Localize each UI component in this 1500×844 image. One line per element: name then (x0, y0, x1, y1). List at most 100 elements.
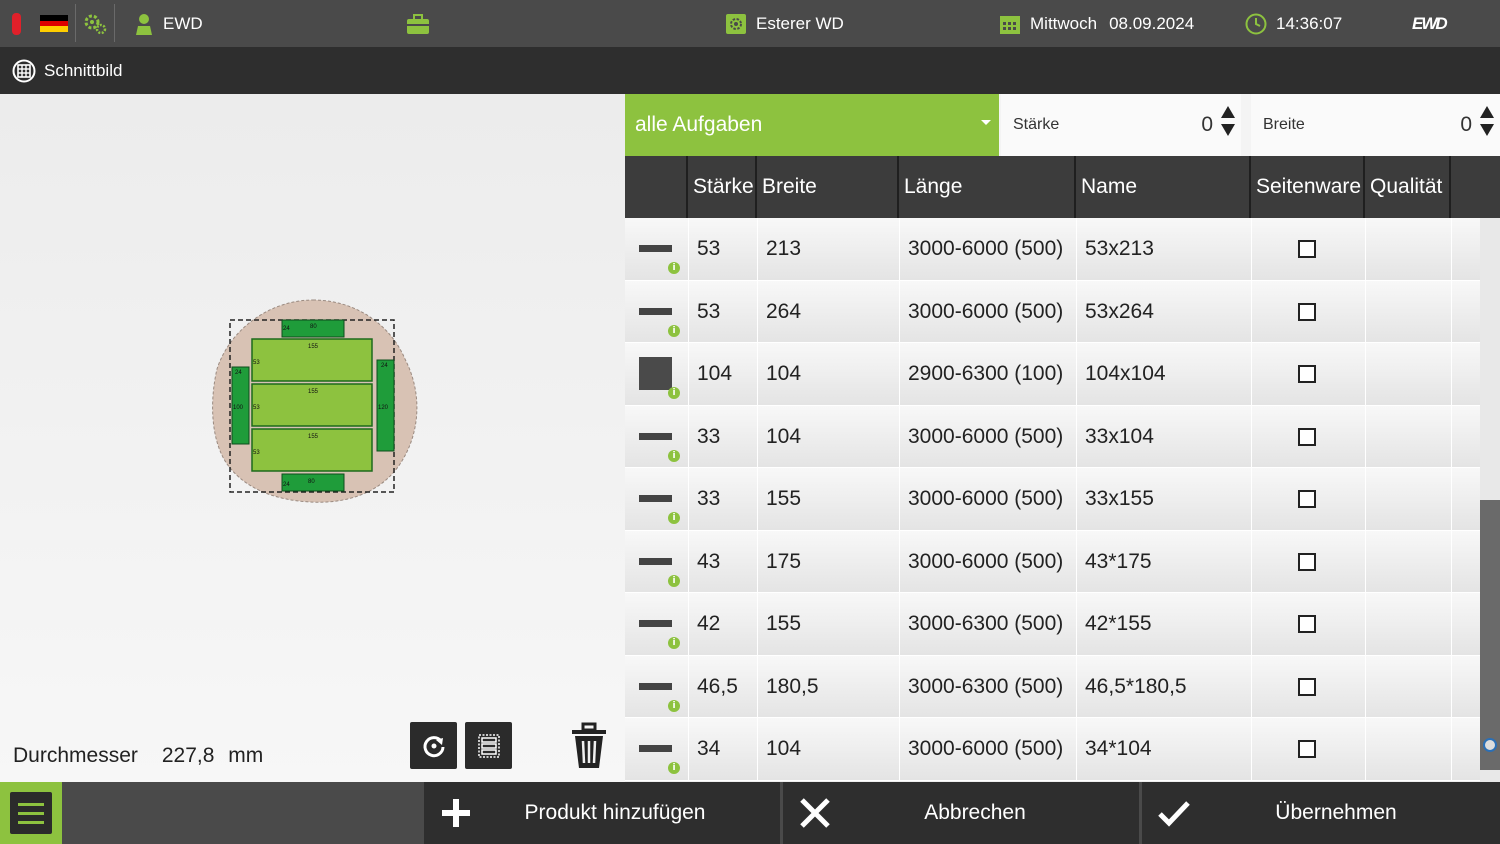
rotate-icon (423, 735, 444, 757)
info-icon[interactable]: i (668, 387, 680, 399)
machine-button[interactable]: Esterer WD (725, 0, 844, 47)
table-row[interactable]: i 42 155 3000-6300 (500) 42*155 (625, 593, 1480, 656)
seitenware-checkbox[interactable] (1298, 552, 1316, 571)
seitenware-checkbox[interactable] (1298, 365, 1316, 383)
user-button[interactable]: EWD (134, 0, 203, 47)
board-profile-icon (639, 432, 672, 440)
increment-arrow-icon[interactable] (1480, 106, 1494, 118)
seitenware-checkbox[interactable] (1298, 677, 1316, 696)
table-row[interactable]: i 53 213 3000-6000 (500) 53x213 (625, 218, 1480, 281)
user-icon (136, 13, 152, 35)
table-row[interactable]: i 43 175 3000-6000 (500) 43*175 (625, 530, 1480, 593)
info-icon[interactable]: i (668, 262, 680, 274)
scrollbar-thumb[interactable] (1480, 500, 1500, 770)
diagram-label: 24 (381, 363, 388, 369)
delete-button[interactable] (570, 722, 608, 775)
board-2 (251, 383, 373, 427)
increment-arrow-icon[interactable] (1221, 106, 1235, 118)
seitenware-checkbox[interactable] (1298, 615, 1316, 633)
info-icon[interactable]: i (668, 512, 680, 524)
cell-name: 33x104 (1085, 424, 1154, 448)
info-icon[interactable]: i (668, 699, 680, 712)
diameter-unit: mm (228, 744, 264, 767)
staerke-stepper[interactable]: Stärke 0 (1001, 94, 1241, 156)
cell-staerke: 104 (697, 362, 733, 385)
layout-view-button[interactable] (465, 722, 512, 769)
seitenware-checkbox[interactable] (1298, 427, 1316, 446)
seitenware-checkbox[interactable] (1298, 240, 1316, 258)
table-row[interactable]: i 33 155 3000-6000 (500) 33x155 (625, 468, 1480, 531)
cell-name: 46,5*180,5 (1085, 674, 1187, 698)
cut-pattern-panel: 24 80 155 155 155 53 53 53 24 100 24 120… (0, 94, 625, 782)
left-side-board (231, 366, 250, 445)
header-name[interactable]: Name (1076, 156, 1251, 218)
right-side-board (376, 359, 395, 452)
breite-stepper-value: 0 (1460, 113, 1472, 136)
cell-laenge: 3000-6000 (500) (908, 549, 1064, 573)
machine-gear-icon (726, 13, 746, 34)
seitenware-checkbox[interactable] (1298, 740, 1316, 758)
checkmark-icon (1158, 801, 1190, 827)
rotate-button[interactable] (410, 722, 457, 769)
info-icon[interactable]: i (668, 637, 680, 649)
german-flag-icon[interactable] (40, 0, 68, 47)
cell-name: 43*175 (1085, 549, 1152, 573)
header-seitenware[interactable]: Seitenware (1251, 156, 1365, 218)
square-profile-icon (639, 357, 672, 390)
table-scrollbar[interactable] (1480, 218, 1500, 782)
diagram-label: 24 (235, 370, 242, 376)
diagram-label: 24 (283, 326, 290, 332)
trash-icon (572, 722, 606, 768)
seitenware-checkbox[interactable] (1298, 302, 1316, 321)
diagram-label: 100 (233, 405, 244, 411)
scroll-grip-icon[interactable] (1483, 738, 1497, 752)
table-row[interactable]: i 46,5 180,5 3000-6300 (500) 46,5*180,5 (625, 655, 1480, 718)
settings-gears-icon[interactable] (83, 0, 107, 47)
cell-breite: 155 (766, 612, 802, 635)
date: 08.09.2024 (1109, 13, 1195, 33)
header-qualitaet[interactable]: Qualität (1365, 156, 1451, 218)
breite-stepper[interactable]: Breite 0 (1251, 94, 1500, 156)
product-table-body: i 53 213 3000-6000 (500) 53x213 i 53 264 3000-60… (625, 218, 1480, 782)
cell-laenge: 3000-6000 (500) (908, 299, 1064, 323)
boards-icon (477, 733, 500, 758)
task-filter-select[interactable]: alle Aufgaben (625, 94, 999, 156)
cell-laenge: 3000-6000 (500) (908, 424, 1064, 448)
cell-breite: 175 (766, 549, 802, 573)
header-staerke[interactable]: Stärke (688, 156, 757, 218)
cell-laenge: 2900-6300 (100) (908, 362, 1064, 385)
product-table-header: Stärke Breite Länge Name Seitenware Qual… (625, 156, 1500, 218)
info-icon[interactable]: i (668, 449, 680, 462)
diagram-label: 53 (253, 360, 260, 366)
close-icon (800, 798, 830, 828)
briefcase-icon[interactable] (406, 0, 430, 47)
board-profile-icon (639, 495, 672, 502)
table-row[interactable]: i 104 104 2900-6300 (100) 104x104 (625, 343, 1480, 406)
cancel-button[interactable]: Abbrechen (783, 782, 1139, 844)
decrement-arrow-icon[interactable] (1221, 124, 1235, 136)
add-product-button[interactable]: Produkt hinzufügen (424, 782, 780, 844)
top-status-bar: EWD Esterer WD Mittwoch 08.09.2024 14:36… (0, 0, 1500, 47)
apply-button[interactable]: Übernehmen (1142, 782, 1500, 844)
chevron-down-icon (981, 120, 991, 125)
board-profile-icon (639, 682, 672, 690)
diagram-label: 155 (308, 434, 319, 440)
table-row[interactable]: i 34 104 3000-6000 (500) 34*104 (625, 718, 1480, 781)
cell-laenge: 3000-6300 (500) (908, 612, 1064, 635)
table-row[interactable]: i 53 264 3000-6000 (500) 53x264 (625, 280, 1480, 343)
info-icon[interactable]: i (668, 324, 680, 337)
header-breite[interactable]: Breite (757, 156, 899, 218)
filter-row: alle Aufgaben Stärke 0 Breite 0 (625, 94, 1500, 156)
cell-name: 104x104 (1085, 362, 1166, 385)
info-icon[interactable]: i (668, 762, 680, 774)
plus-icon (442, 799, 470, 827)
main-menu-button[interactable] (0, 782, 62, 844)
info-icon[interactable]: i (668, 574, 680, 587)
table-row[interactable]: i 33 104 3000-6000 (500) 33x104 (625, 405, 1480, 468)
diagram-label: 120 (378, 405, 389, 411)
seitenware-checkbox[interactable] (1298, 490, 1316, 508)
bottom-side-board (281, 473, 345, 492)
decrement-arrow-icon[interactable] (1480, 124, 1494, 136)
cell-breite: 104 (766, 362, 802, 385)
header-laenge[interactable]: Länge (899, 156, 1076, 218)
